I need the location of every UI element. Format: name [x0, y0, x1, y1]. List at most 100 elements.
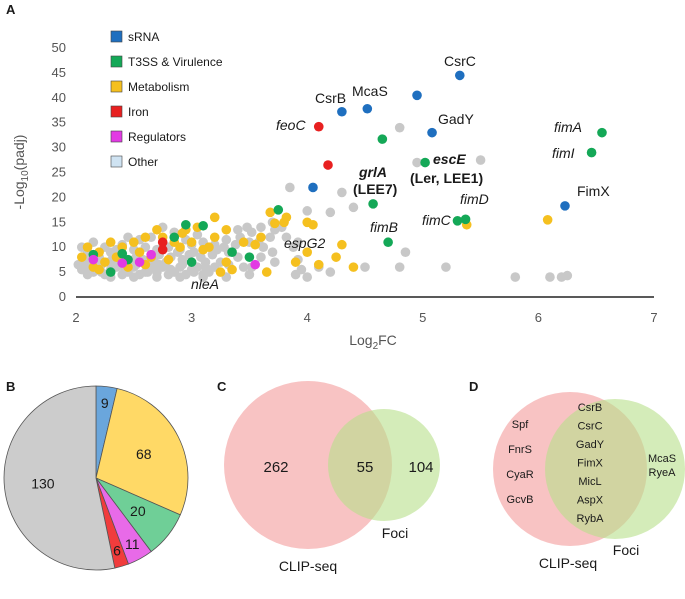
point-metabolism-6: [270, 218, 280, 229]
point-metabolism-35: [261, 267, 272, 277]
x-tick-4: 4: [304, 310, 311, 325]
annotation-fimc: fimC: [422, 212, 452, 228]
point-t3ss-virulence-4: [368, 199, 378, 209]
x-tick-3: 3: [188, 310, 195, 325]
legend-swatch-4: [110, 130, 123, 143]
venn-d-clipseq-item-cyar: CyaR: [506, 469, 534, 481]
point-iron-2: [157, 237, 168, 248]
legend-label-1: T3SS & Virulence: [128, 55, 223, 69]
point-t3ss-virulence-7: [460, 214, 471, 225]
annotation-grla: grlA: [358, 164, 387, 180]
y-tick-50: 50: [52, 40, 66, 55]
point-other-137: [270, 257, 280, 267]
annotation-gady: GadY: [438, 111, 474, 127]
venn-c-intersection: 55: [357, 459, 374, 476]
point-other-83: [258, 242, 269, 252]
point-metabolism-20: [140, 232, 151, 243]
point-t3ss-virulence-12: [181, 219, 191, 230]
point-other-19: [325, 267, 336, 277]
point-other-24: [244, 269, 255, 280]
point-iron-3: [157, 244, 168, 255]
annotation-ler-lee1: (Ler, LEE1): [410, 170, 483, 186]
point-other-89: [293, 237, 303, 248]
x-label-suffix: FC: [378, 332, 397, 348]
legend-swatch-3: [110, 105, 123, 118]
venn-c-foci-only: 104: [408, 459, 433, 476]
point-t3ss-virulence-0: [597, 127, 607, 138]
legend-label-0: sRNA: [128, 30, 159, 44]
y-axis-label: -Log10(padj): [11, 135, 31, 210]
pie-label-0: 9: [101, 395, 109, 411]
point-iron-1: [323, 160, 333, 170]
annotation-fimx: FimX: [577, 183, 610, 199]
point-metabolism-8: [221, 224, 232, 235]
y-tick-45: 45: [52, 65, 66, 80]
venn-d-label-clipseq: CLIP-seq: [539, 555, 597, 571]
annotation-fimb: fimB: [370, 219, 398, 235]
venn-d-clipseq-item-gcvb: GcvB: [507, 494, 534, 506]
point-metabolism-46: [198, 244, 208, 255]
point-metabolism-39: [290, 257, 301, 267]
x-label-prefix: Log: [349, 332, 372, 348]
point-t3ss-virulence-2: [377, 134, 388, 144]
point-other-4: [285, 182, 295, 193]
venn-diagram-d: Spf FnrS CyaR GcvB CsrB CsrC GadY FimX MicL AspX…: [493, 392, 685, 571]
point-other-0: [394, 122, 405, 133]
point-regulators-3: [250, 259, 260, 270]
pie-slice-1: [95, 387, 189, 516]
point-t3ss-virulence-6: [452, 216, 463, 226]
annotation-feoc: feoC: [276, 117, 306, 133]
x-tick-2: 2: [72, 310, 79, 325]
x-axis-ticks: 2 3 4 5 6 7: [72, 310, 657, 325]
point-annotations: CsrC CsrB McaS GadY feoC grlA (LEE7) esc…: [191, 53, 610, 292]
point-other-81: [246, 227, 257, 238]
point-metabolism-41: [94, 264, 104, 275]
point-metabolism-0: [542, 215, 553, 225]
point-iron-0: [313, 121, 324, 132]
pie-label-3: 11: [125, 536, 140, 552]
x-tick-7: 7: [650, 310, 657, 325]
point-t3ss-virulence-13: [169, 232, 180, 243]
legend-label-2: Metabolism: [128, 80, 189, 94]
point-t3ss-virulence-18: [117, 248, 128, 259]
annotation-nlea: nleA: [191, 276, 219, 292]
point-metabolism-9: [238, 237, 249, 248]
point-other-22: [256, 252, 266, 262]
venn-d-both-item-ryba: RybA: [577, 513, 605, 525]
y-tick-40: 40: [52, 90, 66, 105]
venn-c-clipseq-only: 262: [263, 459, 288, 476]
y-tick-20: 20: [52, 189, 66, 204]
pie-chart: 9 68 20 116 130: [3, 385, 189, 571]
point-srna-4: [427, 127, 437, 138]
venn-d-both-item-fimx: FimX: [577, 458, 603, 470]
point-metabolism-34: [227, 264, 237, 275]
legend-label-5: Other: [128, 155, 158, 169]
point-other-119: [129, 272, 139, 282]
legend-swatch-5: [110, 155, 123, 168]
point-regulators-2: [134, 257, 145, 267]
point-metabolism-21: [129, 237, 139, 248]
x-axis-label: Log2FC: [349, 332, 397, 352]
panel-label-c: C: [217, 379, 227, 394]
point-t3ss-virulence-5: [383, 237, 393, 248]
venn-d-intersection-items: CsrB CsrC GadY FimX MicL AspX RybA: [576, 402, 605, 525]
y-tick-15: 15: [52, 214, 66, 229]
point-metabolism-11: [209, 232, 220, 243]
point-other-9: [510, 272, 521, 282]
point-t3ss-virulence-3: [420, 157, 430, 168]
annotation-lee7: (LEE7): [353, 181, 397, 197]
venn-d-both-item-gady: GadY: [576, 439, 605, 451]
point-other-130: [108, 259, 118, 270]
y-tick-0: 0: [59, 289, 66, 304]
annotation-mcas: McaS: [352, 83, 388, 99]
y-label-prefix: -Log: [11, 181, 27, 209]
panel-label-a: A: [6, 2, 16, 17]
point-other-2: [412, 157, 422, 168]
point-srna-3: [337, 106, 347, 117]
point-metabolism-38: [302, 247, 313, 257]
y-tick-35: 35: [52, 115, 66, 130]
point-metabolism-44: [348, 262, 359, 272]
venn-d-both-item-csrb: CsrB: [578, 402, 602, 414]
venn-c-circle-foci: [328, 409, 440, 521]
